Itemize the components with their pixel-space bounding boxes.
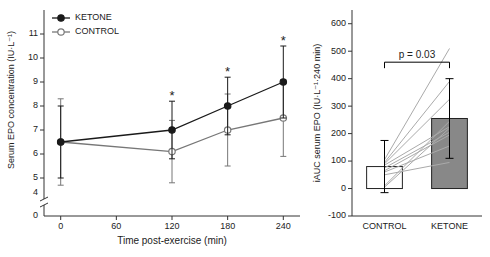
axis-break-label: 4 <box>33 187 38 197</box>
y-tick-label: 5 <box>33 172 38 182</box>
y-tick-label: 11 <box>29 28 38 38</box>
bars <box>367 118 468 188</box>
y-tick <box>348 216 352 217</box>
error-bar <box>58 99 64 185</box>
significance-star: * <box>281 33 286 48</box>
legend: KETONE CONTROL <box>52 12 119 36</box>
y-tick <box>348 106 352 107</box>
plot-area <box>367 48 468 192</box>
y-tick-label: 600 <box>331 18 346 28</box>
point <box>57 139 63 145</box>
point <box>57 139 63 145</box>
y-tick <box>348 133 352 134</box>
legend-label: CONTROL <box>75 26 119 36</box>
paired-line <box>385 135 450 171</box>
axes: -100 0 100 200 300 400 500 600 CONTROL KETONE iAUC… <box>312 10 482 231</box>
axis-break <box>40 197 48 201</box>
y-tick-label: 8 <box>33 100 38 110</box>
y-tick <box>40 154 44 155</box>
x-tick-label: CONTROL <box>362 221 406 231</box>
x-tick <box>283 216 284 220</box>
x-tick <box>172 216 173 220</box>
y-axis-line <box>352 10 353 216</box>
legend-marker <box>58 29 64 35</box>
plot-area <box>57 46 286 185</box>
error-bar <box>446 79 454 159</box>
paired-line <box>385 128 450 187</box>
y-tick <box>40 106 44 107</box>
y-tick-label: 300 <box>331 101 346 111</box>
series <box>57 80 286 186</box>
x-tick-label: 120 <box>164 221 179 231</box>
axes: 5 6 7 8 9 10 11 0 60 120 180 240 Time post-exercise … <box>6 10 300 246</box>
error-bar <box>58 106 64 178</box>
y-tick <box>40 130 44 131</box>
x-tick-label: 0 <box>58 221 63 231</box>
y-tick-label: 400 <box>331 73 346 83</box>
point <box>280 79 286 85</box>
error-bar <box>280 46 286 118</box>
series <box>57 46 286 178</box>
y-tick-label: -100 <box>328 210 346 220</box>
y-tick-label: 7 <box>33 124 38 134</box>
error-bar <box>381 140 389 192</box>
y-axis-label: Serum EPO concentration (IU·L⁻¹) <box>6 31 16 169</box>
significance-bracket <box>385 62 450 68</box>
x-tick <box>227 216 228 220</box>
significance-star: * <box>225 64 230 79</box>
y-tick-label: 100 <box>331 155 346 165</box>
y-tick <box>348 23 352 24</box>
x-tick-label: 240 <box>276 221 291 231</box>
error-bars <box>381 79 454 193</box>
x-tick <box>116 216 117 220</box>
legend-marker <box>58 15 64 21</box>
y-tick-label: 200 <box>331 128 346 138</box>
y-tick <box>40 82 44 83</box>
y-axis-line <box>44 10 45 199</box>
point <box>224 103 230 109</box>
p-value: p = 0.03 <box>399 49 436 60</box>
y-tick <box>40 178 44 179</box>
y-tick <box>348 51 352 52</box>
x-tick <box>60 216 61 220</box>
point <box>169 127 175 133</box>
x-tick-label: KETONE <box>431 221 468 231</box>
error-bar <box>225 77 231 135</box>
y-axis-line <box>44 205 45 216</box>
x-axis-label: Time post-exercise (min) <box>117 235 227 246</box>
y-tick-label: 9 <box>33 76 38 86</box>
x-tick-label: 180 <box>220 221 235 231</box>
y-tick <box>40 34 44 35</box>
paired-line <box>385 127 450 165</box>
x-axis-line <box>352 216 482 217</box>
significance-star: * <box>169 88 174 103</box>
y-tick-label: 6 <box>33 148 38 158</box>
legend-label: KETONE <box>75 12 112 22</box>
axis-break-label: 0 <box>33 210 38 220</box>
y-tick-label: 10 <box>28 52 38 62</box>
paired-line <box>385 81 450 162</box>
paired-line <box>385 99 450 164</box>
y-tick <box>348 188 352 189</box>
paired-lines <box>385 48 450 187</box>
y-tick <box>348 78 352 79</box>
error-bar <box>169 101 175 159</box>
y-axis-label: iAUC serum EPO (IU·L⁻¹·240 min) <box>312 44 322 182</box>
x-tick-label: 60 <box>111 221 121 231</box>
axis-break <box>40 203 48 207</box>
y-tick-label: 500 <box>331 46 346 56</box>
y-tick <box>348 161 352 162</box>
paired-line <box>385 48 450 159</box>
y-tick <box>40 58 44 59</box>
chart-root: 5 6 7 8 9 10 11 0 60 120 180 240 Time post-exercise … <box>0 0 490 257</box>
y-tick-label: 0 <box>341 183 346 193</box>
